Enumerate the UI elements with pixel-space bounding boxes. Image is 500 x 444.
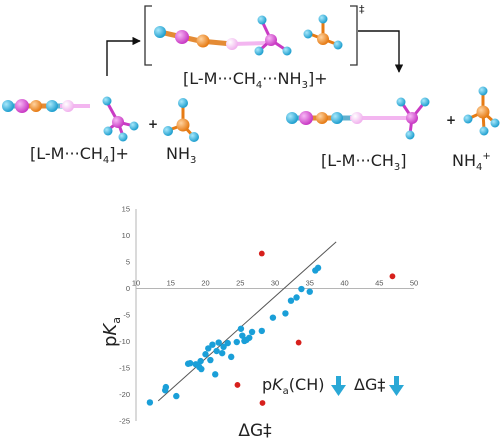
data-point-blue	[209, 341, 216, 348]
plus-sign-right: +	[446, 113, 456, 127]
arrow-to-products	[358, 30, 404, 73]
x-tick-label: 50	[410, 279, 418, 288]
x-tick-label: 10	[132, 279, 140, 288]
data-point-blue	[248, 328, 256, 336]
y-tick-label: 0	[126, 284, 130, 293]
data-points	[146, 250, 396, 406]
y-tick-label: -20	[119, 390, 130, 399]
reactant-complex-molecule	[2, 96, 139, 142]
y-tick-label: 15	[122, 205, 130, 214]
y-tick-label: -5	[123, 311, 130, 320]
transition-state-label: [L-M···CH4···NH3]+	[183, 69, 328, 91]
pka-down-arrow-icon	[331, 376, 346, 396]
ts-double-dagger: ‡	[359, 3, 365, 16]
x-tick-label: 45	[375, 279, 383, 288]
y-tick-label: -10	[119, 337, 130, 346]
trendline-group	[157, 241, 337, 402]
data-point-blue	[187, 360, 194, 367]
pka-ch-annotation: pKa(CH)	[262, 375, 324, 397]
data-point-red	[234, 382, 241, 388]
data-point-blue	[269, 314, 277, 321]
data-point-blue	[205, 345, 212, 352]
data-point-blue	[220, 343, 227, 350]
data-point-blue	[218, 349, 226, 357]
data-point-blue	[306, 288, 313, 295]
data-point-blue	[162, 383, 170, 391]
x-tick-label: 30	[271, 279, 279, 288]
data-point-blue	[215, 339, 222, 346]
x-tick-label: 40	[340, 279, 348, 288]
data-point-blue	[212, 371, 219, 378]
data-point-blue	[224, 339, 231, 347]
data-point-blue	[239, 332, 246, 339]
x-axis-label: ΔG‡	[238, 421, 272, 441]
x-tick-label: 35	[306, 279, 314, 288]
x-tick-label: 20	[201, 279, 209, 288]
ts-bracket-left	[144, 5, 152, 66]
ammonia-label: NH3	[166, 144, 196, 166]
ts-bracket-right	[350, 5, 358, 66]
y-tick-label: 10	[122, 231, 130, 240]
data-point-blue	[298, 285, 305, 293]
reactant-complex-label: [L-M···CH4]+	[30, 144, 129, 166]
x-tick-label: 25	[236, 279, 244, 288]
y-axis-label: pKa	[100, 317, 123, 347]
x-tick-label: 15	[167, 279, 175, 288]
data-point-red	[259, 400, 266, 406]
ammonium-molecule	[463, 86, 500, 136]
y-tick-label: -15	[119, 364, 130, 373]
data-point-blue	[233, 338, 240, 346]
plus-sign-left: +	[148, 117, 158, 131]
arrow-to-transition-state	[106, 36, 141, 76]
data-point-blue	[198, 365, 205, 373]
data-point-blue	[314, 264, 322, 272]
data-point-blue	[197, 357, 204, 365]
data-point-blue	[237, 325, 245, 332]
data-point-blue	[173, 392, 180, 400]
data-point-blue	[146, 399, 154, 406]
data-point-red	[295, 339, 302, 346]
data-point-blue	[293, 294, 300, 301]
y-tick-label: -25	[119, 417, 130, 426]
data-point-red	[258, 250, 265, 257]
chart-axes	[135, 209, 414, 421]
data-point-blue	[213, 347, 220, 355]
ammonium-label: NH4+	[452, 151, 491, 173]
data-point-blue	[246, 334, 253, 341]
data-point-blue	[258, 327, 265, 335]
trendline	[157, 241, 337, 402]
data-point-red	[389, 273, 396, 280]
product-complex-molecule	[286, 97, 430, 140]
transition-state-molecule	[154, 14, 343, 56]
data-point-blue	[207, 356, 214, 364]
product-complex-label: [L-M···CH3]	[321, 151, 407, 173]
dg-down-arrow-icon	[389, 376, 404, 396]
dg-annotation: ΔG‡	[354, 375, 385, 394]
data-point-blue	[282, 310, 289, 317]
ammonia-molecule	[163, 98, 199, 142]
data-point-blue	[202, 351, 209, 358]
data-point-blue	[228, 353, 235, 361]
y-tick-label: 5	[126, 258, 130, 267]
data-point-blue	[287, 297, 295, 304]
